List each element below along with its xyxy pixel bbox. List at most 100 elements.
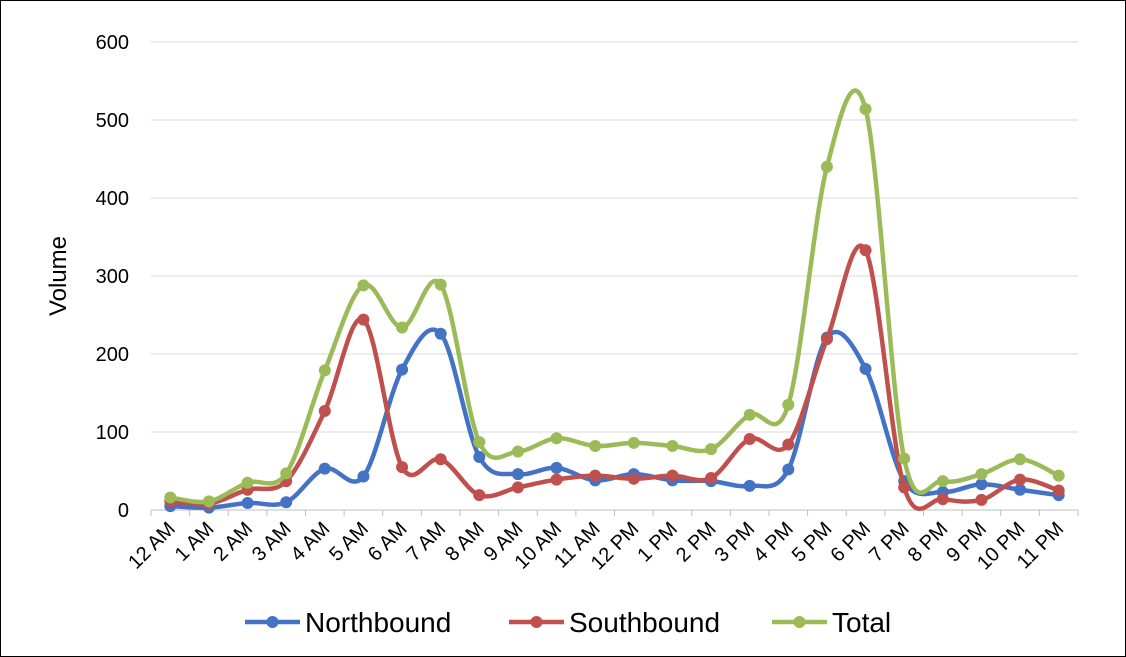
data-point-total bbox=[782, 398, 795, 411]
y-axis: 0 100 200 300 400 500 600 bbox=[96, 32, 129, 522]
x-tick-label: 8 AM bbox=[441, 518, 489, 566]
data-point-northbound bbox=[318, 462, 331, 475]
y-tick-label: 0 bbox=[118, 500, 129, 522]
x-tick-label: 1 AM bbox=[171, 518, 219, 566]
data-point-northbound bbox=[859, 362, 872, 375]
data-point-northbound bbox=[241, 496, 254, 509]
data-point-northbound bbox=[357, 470, 370, 483]
data-point-northbound bbox=[743, 479, 756, 492]
legend-label: Northbound bbox=[305, 607, 451, 638]
data-point-total bbox=[202, 495, 215, 508]
data-point-total bbox=[511, 445, 524, 458]
legend-swatch-marker bbox=[266, 616, 279, 628]
data-point-northbound bbox=[1014, 483, 1027, 496]
data-point-total bbox=[434, 278, 447, 291]
legend-label: Southbound bbox=[569, 607, 720, 638]
x-tick-label: 6 AM bbox=[364, 518, 412, 566]
x-tick-label: 2 AM bbox=[209, 518, 257, 566]
legend-label: Total bbox=[832, 607, 891, 638]
data-point-southbound bbox=[1014, 473, 1027, 486]
x-tick-label: 7 AM bbox=[402, 518, 450, 566]
data-point-total bbox=[318, 364, 331, 377]
data-point-southbound bbox=[473, 489, 486, 502]
data-point-total bbox=[666, 440, 679, 453]
y-tick-label: 400 bbox=[96, 188, 129, 210]
data-point-southbound bbox=[820, 333, 833, 346]
x-tick-label: 8 PM bbox=[904, 518, 953, 567]
x-tick-label: 12 AM bbox=[124, 518, 180, 574]
data-point-total bbox=[1014, 453, 1027, 466]
data-point-northbound bbox=[280, 496, 293, 509]
data-point-southbound bbox=[782, 438, 795, 451]
x-tick-label: 6 PM bbox=[827, 518, 876, 567]
data-point-total bbox=[936, 475, 949, 488]
data-point-northbound bbox=[511, 468, 524, 481]
x-tick-label: 3 AM bbox=[248, 518, 296, 566]
y-tick-label: 600 bbox=[96, 32, 129, 54]
gridlines bbox=[151, 41, 1078, 511]
data-point-total bbox=[164, 491, 177, 504]
series-layer bbox=[164, 88, 1065, 514]
data-point-total bbox=[859, 103, 872, 116]
data-point-total bbox=[975, 468, 988, 481]
y-tick-label: 500 bbox=[96, 110, 129, 132]
data-point-northbound bbox=[396, 363, 409, 376]
data-point-total bbox=[627, 436, 640, 449]
data-point-total bbox=[550, 432, 563, 445]
legend: Northbound Southbound Total bbox=[245, 607, 891, 638]
y-tick-label: 200 bbox=[96, 344, 129, 366]
series-southbound bbox=[164, 243, 1065, 512]
legend-swatch-marker bbox=[793, 616, 806, 628]
data-point-total bbox=[1052, 469, 1065, 482]
data-point-southbound bbox=[1052, 484, 1065, 497]
data-point-total bbox=[743, 408, 756, 421]
data-point-northbound bbox=[550, 461, 563, 474]
data-point-northbound bbox=[434, 327, 447, 340]
data-point-southbound bbox=[627, 472, 640, 485]
x-axis: 12 AM1 AM2 AM3 AM4 AM5 AM6 AM7 AM8 AM9 A… bbox=[124, 509, 1079, 574]
data-point-total bbox=[280, 467, 293, 480]
data-point-southbound bbox=[898, 481, 911, 494]
data-point-total bbox=[241, 476, 254, 489]
y-tick-label: 300 bbox=[96, 266, 129, 288]
data-point-northbound bbox=[782, 463, 795, 476]
data-point-southbound bbox=[357, 313, 370, 326]
x-tick-label: 5 PM bbox=[788, 518, 837, 567]
series-line-total bbox=[168, 88, 1061, 505]
legend-item-northbound: Northbound bbox=[245, 607, 451, 638]
data-point-southbound bbox=[318, 404, 331, 417]
data-point-southbound bbox=[511, 481, 524, 494]
data-point-southbound bbox=[434, 453, 447, 466]
series-line-southbound bbox=[168, 243, 1061, 512]
data-point-northbound bbox=[975, 478, 988, 491]
data-point-total bbox=[473, 436, 486, 449]
data-point-southbound bbox=[550, 473, 563, 486]
data-point-southbound bbox=[975, 493, 988, 506]
data-point-total bbox=[357, 279, 370, 292]
x-tick-label: 2 PM bbox=[672, 518, 721, 567]
x-tick-label: 4 PM bbox=[749, 518, 798, 567]
data-point-total bbox=[898, 452, 911, 465]
data-point-southbound bbox=[589, 469, 602, 482]
data-point-total bbox=[589, 440, 602, 453]
data-point-southbound bbox=[743, 433, 756, 446]
y-tick-label: 100 bbox=[96, 422, 129, 444]
data-point-southbound bbox=[705, 472, 718, 485]
y-axis-title: Volume bbox=[45, 236, 72, 316]
data-point-total bbox=[396, 321, 409, 334]
legend-swatch-marker bbox=[530, 616, 543, 628]
data-point-northbound bbox=[473, 450, 486, 463]
data-point-total bbox=[705, 443, 718, 456]
legend-item-southbound: Southbound bbox=[509, 607, 720, 638]
series-line-northbound bbox=[168, 327, 1061, 511]
legend-item-total: Total bbox=[772, 607, 891, 638]
data-point-southbound bbox=[859, 244, 872, 257]
data-point-total bbox=[820, 160, 833, 173]
data-point-southbound bbox=[666, 469, 679, 482]
data-point-southbound bbox=[396, 461, 409, 474]
series-total bbox=[164, 88, 1065, 508]
x-tick-label: 4 AM bbox=[287, 518, 335, 566]
x-tick-label: 1 PM bbox=[633, 518, 682, 567]
